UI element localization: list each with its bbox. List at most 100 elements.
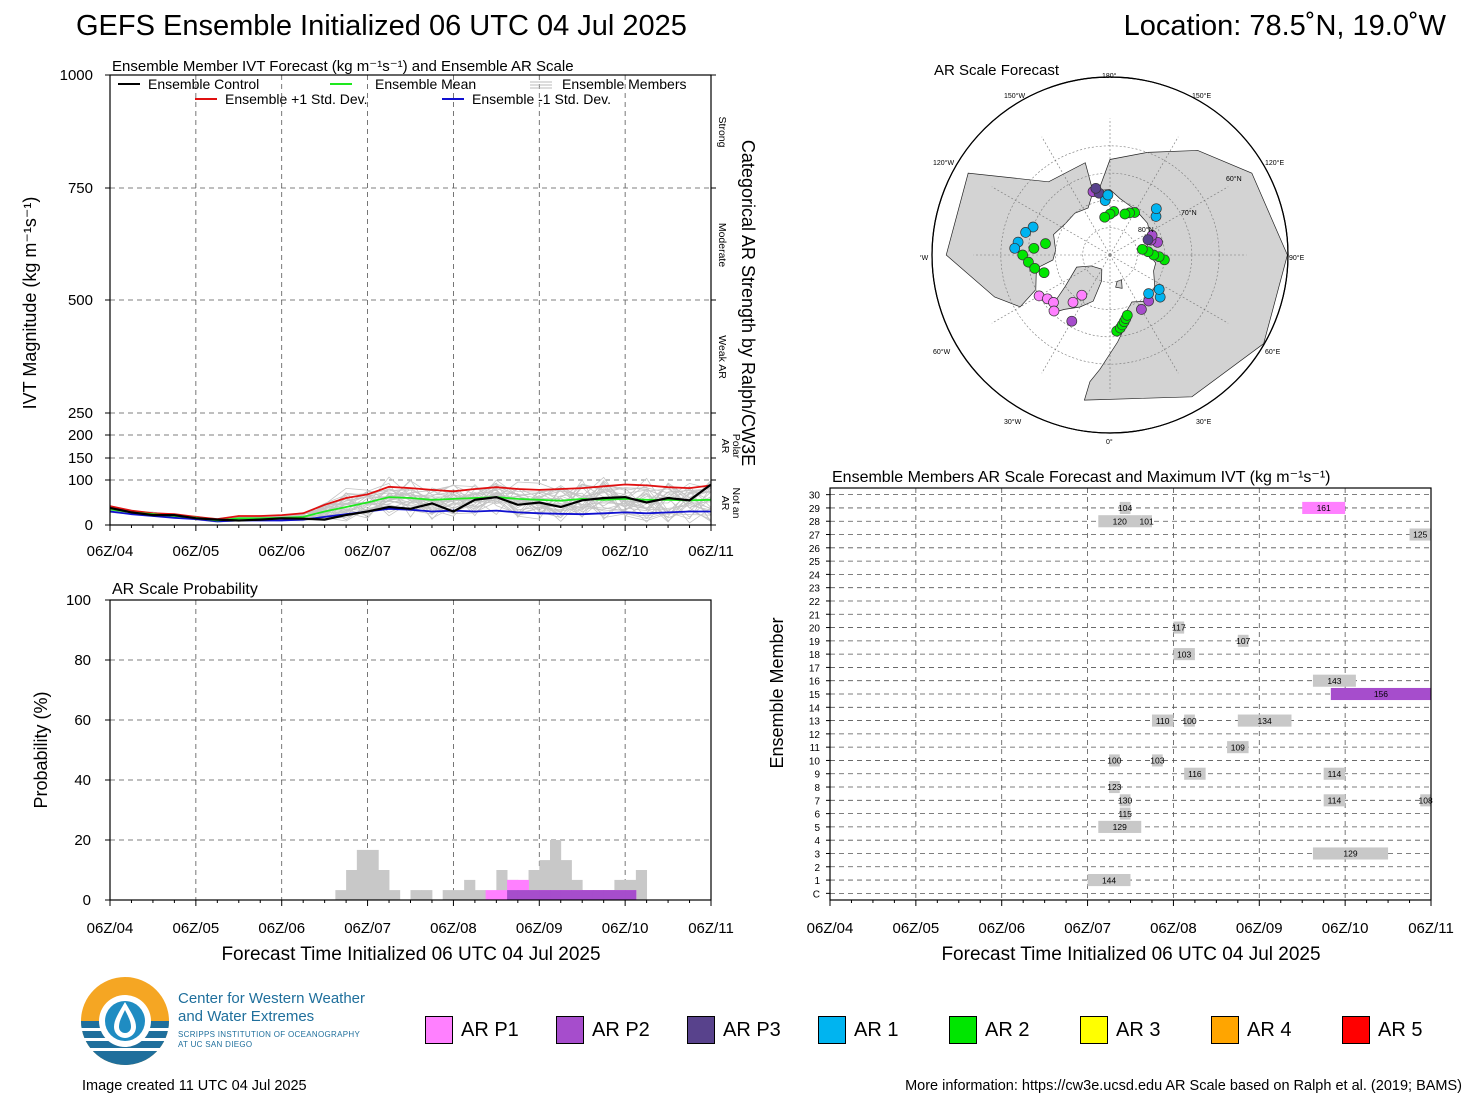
prob-bar-below xyxy=(346,870,358,900)
logo-line2: and Water Extremes xyxy=(178,1008,315,1025)
prob-x-axis-label: Forecast Time Initialized 06 UTC 04 Jul … xyxy=(221,944,600,965)
map-point-ar1 xyxy=(1150,203,1162,215)
category-moderate-label: Moderate xyxy=(716,223,728,268)
map-land xyxy=(945,150,1288,401)
prob-bar-ar-p1 xyxy=(507,879,519,900)
map-plot-group xyxy=(931,76,1289,434)
legend-mean-label: Ensemble Mean xyxy=(375,76,476,92)
ivt-y-tick-label: 100 xyxy=(68,472,93,489)
legend-ar5-swatch xyxy=(1342,1016,1370,1044)
ivt-y-tick-label: 0 xyxy=(85,517,93,534)
prob-bar-below xyxy=(571,879,583,900)
member-event-bar xyxy=(1119,501,1131,514)
prob-bar-below xyxy=(614,879,626,900)
member-event-label: 129 xyxy=(1113,822,1127,832)
members-y-tick-label: 14 xyxy=(809,703,821,714)
members-y-tick-label: 13 xyxy=(809,717,821,728)
member-event-label: 130 xyxy=(1118,796,1132,806)
image-created-text: Image created 11 UTC 04 Jul 2025 xyxy=(82,1078,307,1094)
prob-bar-ar-p1 xyxy=(517,879,529,900)
legend-ar-p2-swatch xyxy=(556,1016,584,1044)
legend-ar2-label: AR 2 xyxy=(985,1018,1030,1041)
map-meridian xyxy=(991,186,1111,256)
member-event-label: 100 xyxy=(1182,716,1196,726)
prob-bar-below xyxy=(528,870,540,900)
legend-ar-p1-label: AR P1 xyxy=(461,1018,519,1041)
lat-label-70n: 70°N xyxy=(1181,209,1197,217)
prob-bar-below xyxy=(496,870,508,900)
lat-label-60n: 60°N xyxy=(1226,175,1242,183)
member-event-bar xyxy=(1119,794,1131,807)
legend-ar2-swatch xyxy=(949,1016,977,1044)
legend-ar5: AR 5 xyxy=(1342,1014,1422,1046)
prob-bar-below xyxy=(464,879,476,900)
map-point-ar2 xyxy=(1119,208,1131,220)
lon-label-180: 180° xyxy=(1102,72,1117,80)
member-event-bar xyxy=(1323,767,1346,780)
ivt-panel-title: Ensemble Member IVT Forecast (kg m⁻¹s⁻¹)… xyxy=(112,58,574,75)
member-event-bar xyxy=(1237,714,1292,727)
members-y-tick-label: 24 xyxy=(809,570,821,581)
ivt-x-tick-label: 06Z/11 xyxy=(688,543,734,560)
probability-plot-group: 0 20 40 60 80 100 06Z/04 06Z/05 06Z/06 06Z/07 06Z/… xyxy=(66,592,734,937)
member-event-bar xyxy=(1330,687,1431,701)
map-point-ar1 xyxy=(1027,221,1039,233)
member-event-label: 100 xyxy=(1107,756,1121,766)
prob-y-tick-label: 100 xyxy=(66,592,91,609)
member-event-bar xyxy=(1184,767,1206,780)
prob-bar-ar-p2 xyxy=(582,890,594,900)
prob-x-tick-label: 06Z/07 xyxy=(344,920,391,937)
prob-bar-ar-p1 xyxy=(496,890,508,900)
prob-bar-below xyxy=(560,860,572,900)
member-event-bar xyxy=(1312,847,1389,860)
ivt-y-tick-label: 1000 xyxy=(60,67,93,84)
member-event-bar xyxy=(1109,754,1120,767)
member-event-bar xyxy=(1173,621,1185,634)
members-y-tick-label: 19 xyxy=(809,637,821,648)
member-event-label: 115 xyxy=(1118,809,1132,819)
prob-x-tick-label: 06Z/04 xyxy=(87,920,134,937)
members-y-tick-label: 1 xyxy=(814,876,820,887)
member-event-label: 123 xyxy=(1107,782,1121,792)
prob-panel-title: AR Scale Probability xyxy=(112,581,258,598)
map-meridian xyxy=(1041,254,1111,374)
map-point-ar-p1 xyxy=(1076,289,1088,301)
prob-bar-ar-p2 xyxy=(539,890,551,900)
legend-control-label: Ensemble Control xyxy=(148,76,259,92)
prob-bar-below xyxy=(442,890,454,900)
member-event-bar xyxy=(1227,741,1249,754)
lon-label-30w: 30°W xyxy=(1004,418,1022,426)
members-y-tick-label: 23 xyxy=(809,584,821,595)
lat-label-80n: 80°N xyxy=(1138,226,1154,234)
legend-ar3-swatch xyxy=(1080,1016,1108,1044)
legend-members-label: Ensemble Members xyxy=(562,76,687,92)
more-info-text: More information: https://cw3e.ucsd.edu … xyxy=(905,1078,1462,1094)
map-meridian xyxy=(1109,136,1179,256)
map-point-ar2 xyxy=(1121,309,1133,321)
map-point-ar2 xyxy=(1017,249,1029,261)
prob-bar-ar-p2 xyxy=(550,890,562,900)
member-event-label: 108 xyxy=(1419,796,1433,806)
ivt-x-tick-label: 06Z/07 xyxy=(344,543,391,560)
lon-label-90e: 90°E xyxy=(1289,254,1305,262)
ar-strength-label: Categorical AR Strength by Ralph/CW3E xyxy=(738,140,758,466)
member-event-label: 114 xyxy=(1328,769,1342,779)
prob-bar-below xyxy=(635,870,648,900)
north-america-landmass xyxy=(945,162,1094,308)
ivt-y-tick-label: 200 xyxy=(68,427,93,444)
legend-ar-p3-swatch xyxy=(687,1016,715,1044)
map-point-ar1 xyxy=(1143,288,1154,299)
map-point-ar-p3 xyxy=(1142,234,1154,246)
prob-x-tick-label: 06Z/09 xyxy=(516,920,563,937)
member-event-bar xyxy=(1173,648,1195,661)
member-event-label: 114 xyxy=(1328,796,1342,806)
map-point-ar2 xyxy=(1038,267,1050,279)
prob-x-tick-label: 06Z/06 xyxy=(258,920,305,937)
member-event-label: 156 xyxy=(1374,689,1388,699)
lon-label-120e: 120°E xyxy=(1265,159,1284,167)
lon-label-0: 0° xyxy=(1106,438,1113,446)
legend-ar1-label: AR 1 xyxy=(854,1018,899,1041)
lon-label-120w: 120°W xyxy=(933,159,954,167)
members-y-tick-label: 8 xyxy=(814,783,820,794)
prob-bar-ar-p2 xyxy=(614,890,626,900)
